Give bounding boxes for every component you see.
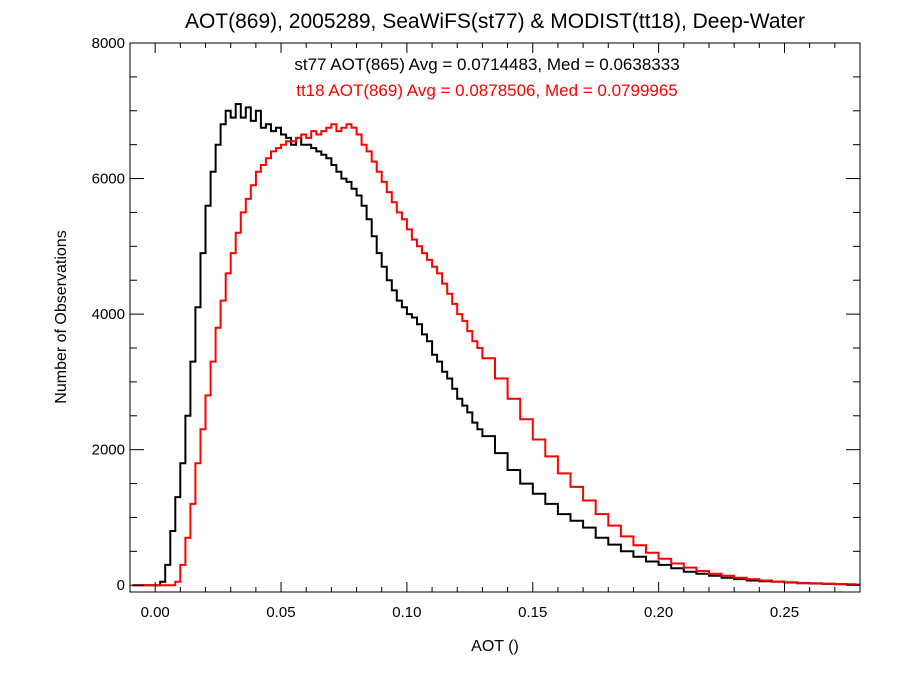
x-tick-label: 0.10 [392,604,421,621]
y-tick-label: 0 [117,577,125,594]
series-line-1 [132,123,860,587]
y-tick-label: 4000 [92,306,125,323]
annotation-st77: st77 AOT(865) Avg = 0.0714483, Med = 0.0… [294,55,679,74]
chart-title: AOT(869), 2005289, SeaWiFS(st77) & MODIS… [185,10,805,33]
plot-series [132,103,860,587]
annotation-tt18: tt18 AOT(869) Avg = 0.0878506, Med = 0.0… [296,81,678,100]
plot-frame [129,42,861,593]
y-tick-label: 8000 [92,35,125,52]
y-axis-label: Number of Observations [53,230,70,403]
x-tick-label: 0.15 [518,604,547,621]
y-tick-label: 6000 [92,171,125,188]
x-tick-label: 0.25 [770,604,799,621]
y-tick-label: 2000 [92,442,125,459]
x-tick-label: 0.05 [266,604,295,621]
y-axis: 0 2000 4000 6000 8000 [92,35,860,594]
series-line-0 [132,103,860,587]
x-axis: 0.00 0.05 0.10 0.15 0.20 0.25 [141,43,861,621]
x-axis-label: AOT () [471,638,519,655]
x-tick-label: 0.00 [141,604,170,621]
x-tick-label: 0.20 [644,604,673,621]
